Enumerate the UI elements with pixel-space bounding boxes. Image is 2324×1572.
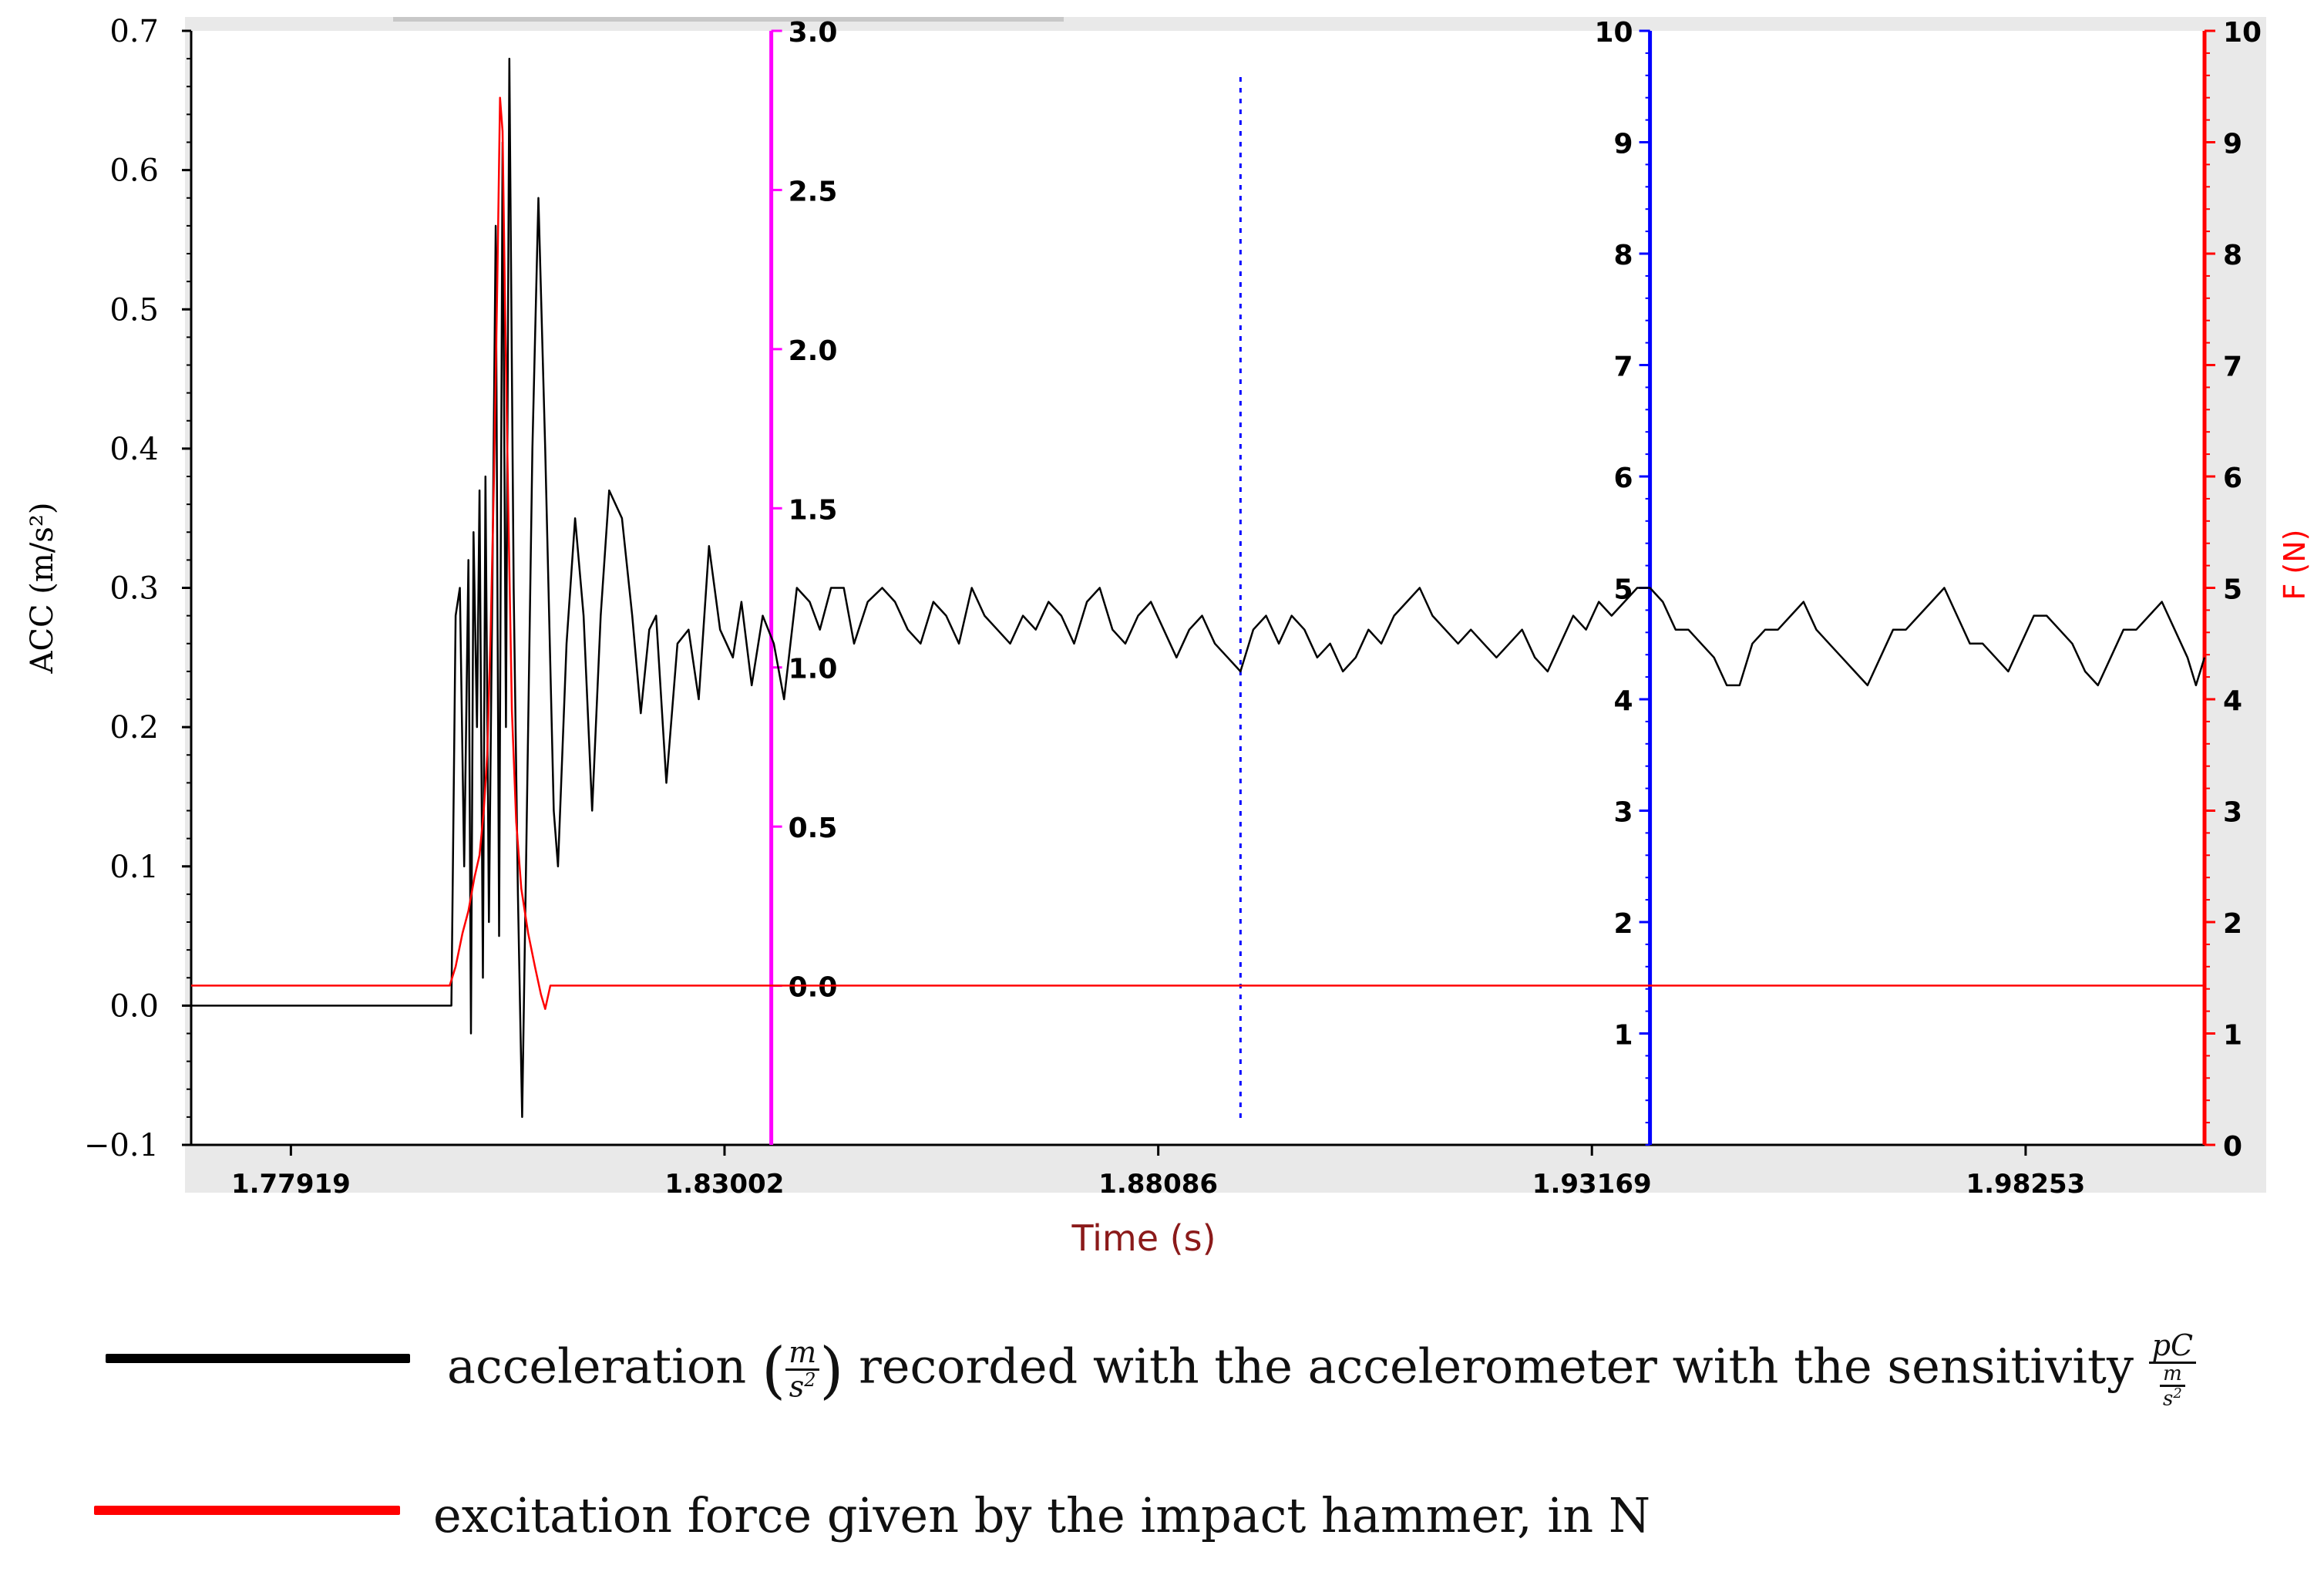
sensitivity-den-den-exp: 2 [2173, 1385, 2182, 1402]
x-axis-tick-label: 1.93169 [1532, 1169, 1652, 1200]
acceleration-unit-denominator: s2 [785, 1371, 819, 1403]
acceleration-unit-numerator: m [785, 1337, 820, 1372]
blue-axis-tick-label: 1 [1614, 1020, 1633, 1052]
blue-axis-tick-label: 9 [1614, 129, 1633, 160]
blue-axis-tick-label: 7 [1614, 352, 1633, 383]
blue-axis-tick-label: 2 [1614, 908, 1633, 940]
magenta-axis-tick-label: 1.5 [789, 494, 838, 526]
paren-close: ) [819, 1334, 844, 1406]
left-axis-tick-label: 0.0 [109, 988, 159, 1024]
magenta-axis-tick-label: 1.0 [789, 654, 838, 685]
sensitivity-den-numerator: m [2160, 1363, 2185, 1388]
sensitivity-den-denominator: s2 [2160, 1385, 2185, 1411]
legend-acceleration: acceleration (m s2) recorded with the acc… [0, 1311, 2324, 1409]
left-axis-tick-label: −0.1 [84, 1128, 159, 1163]
series-line-acceleration [191, 57, 2206, 1119]
blue-axis-tick-label: 10 [1594, 17, 1633, 49]
right-axis-tick-label: 5 [2223, 574, 2242, 606]
legend-acceleration-text-after: recorded with the accelerometer with the… [843, 1338, 2149, 1395]
x-axis-tick-label: 1.98253 [1966, 1169, 2085, 1200]
right-axis-tick-label: 1 [2223, 1020, 2242, 1052]
right-axis-tick-label: 8 [2223, 240, 2242, 271]
plot-area [191, 31, 2205, 1145]
x-axis-label: Time (s) [1071, 1217, 1216, 1259]
sensitivity-numerator: pC [2148, 1330, 2197, 1364]
right-axis-tick-label: 10 [2223, 17, 2262, 49]
frame-scroll-strip [393, 17, 1064, 22]
series-line-excitation-force [191, 96, 2205, 1010]
acceleration-unit-den-base: s [789, 1369, 805, 1404]
left-axis-tick-label: 0.3 [109, 571, 159, 607]
chart: 0.7 0.6 0.5 0.4 0.3 0.2 0.1 0.0 −0.1 ACC (m/s²) 1.… [25, 14, 2312, 1259]
acceleration-unit-fraction: m s2 [785, 1337, 820, 1403]
right-axis-tick-label: 0 [2223, 1131, 2242, 1163]
acceleration-unit-den-exp: 2 [804, 1369, 816, 1392]
right-axis-tick-label: 2 [2223, 908, 2242, 940]
magenta-axis-tick-label: 0.5 [789, 813, 838, 844]
paren-open: ( [761, 1334, 786, 1406]
x-axis-tick-label: 1.88086 [1098, 1169, 1218, 1200]
x-axis-tick-label: 1.83002 [665, 1169, 785, 1200]
left-axis-tick-label: 0.4 [109, 432, 159, 467]
sensitivity-den-den-base: s [2162, 1387, 2174, 1411]
right-axis-tick-label: 6 [2223, 463, 2242, 494]
blue-axis-tick-label: 8 [1614, 240, 1633, 271]
blue-axis-tick-label: 3 [1614, 797, 1633, 829]
legend-force: excitation force given by the impact ham… [0, 1469, 2324, 1561]
magenta-axis-tick-label: 0.0 [789, 972, 838, 1004]
magenta-axis-tick-label: 2.5 [789, 176, 838, 207]
right-axis-tick-label: 9 [2223, 129, 2242, 160]
blue-axis-tick-label: 4 [1614, 685, 1633, 717]
legend-acceleration-swatch [106, 1354, 410, 1363]
left-axis-tick-label: 0.5 [109, 292, 159, 328]
left-axis-tick-label: 0.6 [109, 153, 159, 189]
right-axis-label: F (N) [2278, 529, 2312, 600]
left-axis-tick-label: 0.7 [109, 14, 159, 49]
right-axis-tick-label: 4 [2223, 685, 2242, 717]
sensitivity-fraction: pC m s2 [2148, 1330, 2197, 1411]
legend-acceleration-label: acceleration (m s2) recorded with the acc… [447, 1330, 2197, 1411]
x-axis-tick-label: 1.77919 [231, 1169, 351, 1200]
magenta-axis-tick-label: 2.0 [789, 335, 838, 367]
legend-force-label: excitation force given by the impact ham… [433, 1487, 1651, 1543]
sensitivity-denominator: m s2 [2160, 1363, 2185, 1411]
blue-axis-tick-label: 6 [1614, 463, 1633, 494]
right-axis-tick-label: 3 [2223, 797, 2242, 829]
left-axis-label: ACC (m/s²) [25, 503, 60, 675]
legend-force-swatch [94, 1506, 400, 1515]
blue-axis-tick-label: 5 [1614, 574, 1633, 606]
left-axis-tick-label: 0.1 [109, 850, 159, 885]
legend-acceleration-text-before: acceleration [447, 1338, 762, 1395]
left-axis-tick-label: 0.2 [109, 710, 159, 746]
magenta-axis-tick-label: 3.0 [789, 17, 838, 49]
right-axis-tick-label: 7 [2223, 352, 2242, 383]
